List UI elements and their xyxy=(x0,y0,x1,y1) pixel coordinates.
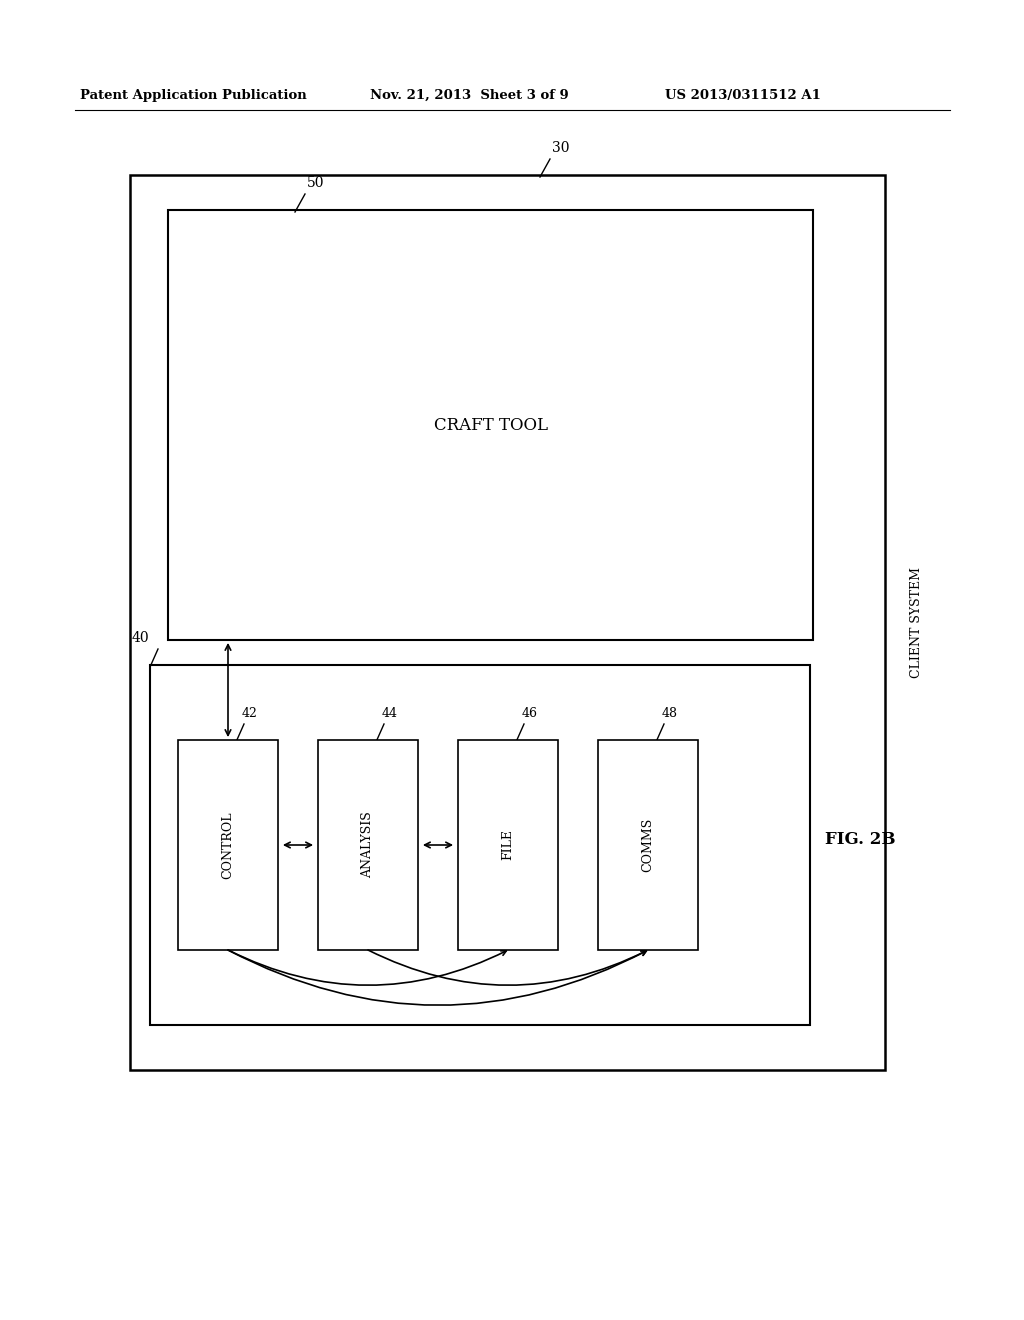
Text: CONTROL: CONTROL xyxy=(221,812,234,879)
Bar xyxy=(458,741,558,950)
Text: Nov. 21, 2013  Sheet 3 of 9: Nov. 21, 2013 Sheet 3 of 9 xyxy=(370,88,568,102)
FancyArrowPatch shape xyxy=(368,950,646,985)
FancyArrowPatch shape xyxy=(228,950,646,1006)
Bar xyxy=(150,665,810,1026)
Bar xyxy=(130,176,885,1071)
Text: ANALYSIS: ANALYSIS xyxy=(361,812,375,878)
Text: US 2013/0311512 A1: US 2013/0311512 A1 xyxy=(665,88,821,102)
Bar xyxy=(178,741,278,950)
Text: 46: 46 xyxy=(522,708,538,719)
Text: 44: 44 xyxy=(382,708,398,719)
Text: 48: 48 xyxy=(662,708,678,719)
Text: 40: 40 xyxy=(132,631,150,645)
Text: 30: 30 xyxy=(552,141,569,154)
Bar xyxy=(598,741,698,950)
Text: 42: 42 xyxy=(242,708,258,719)
FancyArrowPatch shape xyxy=(228,950,506,985)
Bar xyxy=(318,741,418,950)
Bar xyxy=(168,210,813,640)
Text: FILE: FILE xyxy=(502,829,514,861)
Text: CRAFT TOOL: CRAFT TOOL xyxy=(433,417,548,433)
Text: FIG. 2B: FIG. 2B xyxy=(824,832,895,849)
Text: 50: 50 xyxy=(307,176,325,190)
Text: COMMS: COMMS xyxy=(641,818,654,873)
Text: Patent Application Publication: Patent Application Publication xyxy=(80,88,307,102)
Text: CLIENT SYSTEM: CLIENT SYSTEM xyxy=(910,568,924,678)
